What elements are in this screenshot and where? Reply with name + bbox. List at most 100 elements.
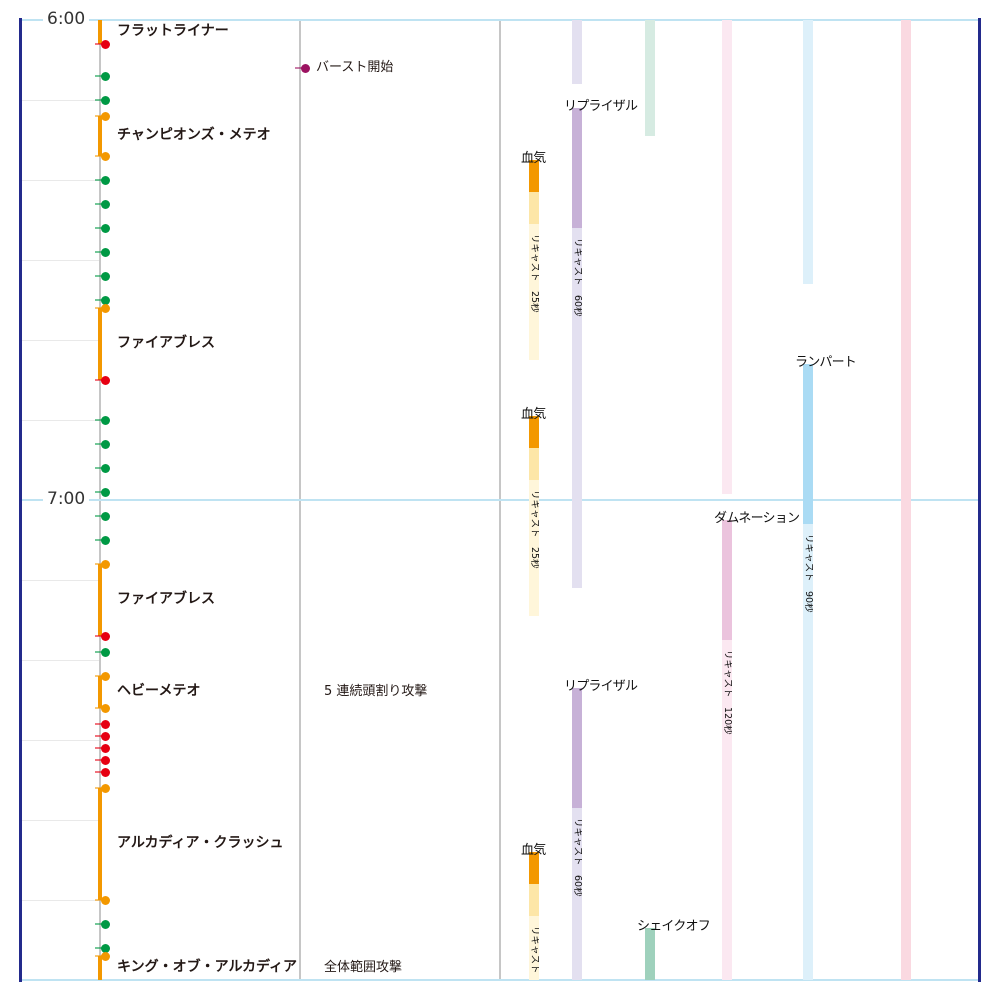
note-marker-tick [295,67,305,69]
mechanic-start-marker-tick [95,955,105,957]
recast-carry-over-segment [572,20,582,84]
mechanic-label: アルカディア・クラッシュ [117,835,284,851]
right-border [978,18,981,982]
mechanic-end-marker-dot [100,895,110,905]
hit-marker-tick [95,419,105,421]
hit-marker-tick [95,443,105,445]
hit-marker-tick [95,299,105,301]
mechanic-start-marker-tick [95,787,105,789]
minor-gridline [20,100,99,101]
time-tick-label: 6:00 [43,9,90,29]
action-label: 血気 [521,407,546,422]
effect-segment [645,928,655,980]
mechanic-end-marker-tick [95,155,105,157]
mechanic-bar [98,956,102,980]
hit-marker-tick [95,923,105,925]
recast-text: リキャスト 60秒 [572,238,582,317]
mechanic-bar [98,116,102,156]
effect-segment [529,192,539,224]
left-border [19,18,22,982]
mechanic-end-marker-tick [95,43,105,45]
recast-text: リキャスト 25秒 [529,490,539,569]
hit-marker-tick [95,651,105,653]
hit-marker-tick [95,947,105,949]
mechanic-end-marker-tick [95,899,105,901]
major-gridline [20,499,980,501]
recast-segment: リキャスト 60秒 [572,808,582,980]
minor-gridline [20,180,99,181]
recast-segment: リキャスト 60秒 [572,228,582,588]
mechanic-start-marker-tick [95,307,105,309]
hit-marker-dot [100,271,110,281]
mechanic-label: キング・オブ・アルカディア [117,959,298,975]
hit-marker-tick [95,515,105,517]
mechanic-end-marker-tick [95,635,105,637]
time-tick-label: 7:00 [43,489,90,509]
hit-marker-dot [100,767,110,777]
hit-marker-tick [95,251,105,253]
hit-marker-dot [100,743,110,753]
hit-marker-dot [100,919,110,929]
minor-gridline [20,580,99,581]
hit-marker-tick [95,75,105,77]
hit-marker-dot [100,731,110,741]
action-label: シェイクオフ [637,919,711,934]
mechanic-start-marker-dot [100,559,110,569]
hit-marker-dot [100,247,110,257]
effect-segment [572,108,582,228]
action-label: ランパート [795,355,857,370]
recast-segment: リキャスト 120秒 [722,640,732,980]
minor-gridline [20,420,99,421]
hit-marker-dot [100,71,110,81]
recast-text: リキャスト 25秒 [529,234,539,313]
mechanic-start-marker-dot [100,783,110,793]
recast-segment: リキャスト [529,916,539,980]
hit-marker-tick [95,759,105,761]
hit-marker-tick [95,99,105,101]
note-label: 5 連続頭割り攻撃 [324,684,428,699]
hit-marker-dot [100,199,110,209]
effect-segment [572,688,582,808]
hit-marker-dot [100,487,110,497]
mechanic-end-marker-dot [100,39,110,49]
action-label: 血気 [521,151,546,166]
recast-carry-over-segment [803,20,813,284]
hit-marker-tick [95,735,105,737]
mechanic-end-marker-dot [100,631,110,641]
mechanic-start-marker-tick [95,675,105,677]
action-label: リプライザル [564,99,638,114]
hit-marker-dot [100,95,110,105]
minor-gridline [20,340,99,341]
hit-marker-dot [100,535,110,545]
hit-marker-tick [95,179,105,181]
mechanic-bar [98,308,102,380]
mechanic-end-marker-dot [100,375,110,385]
minor-gridline [20,820,99,821]
hit-marker-dot [100,647,110,657]
mechanic-bar [98,788,102,900]
hit-marker-dot [100,463,110,473]
minor-gridline [20,740,99,741]
note-marker-dot [300,63,310,73]
minor-gridline [20,660,99,661]
hit-marker-dot [100,175,110,185]
mechanic-start-marker-tick [95,115,105,117]
effect-segment [803,364,813,524]
note-label: バースト開始 [316,60,394,75]
hit-marker-tick [95,275,105,277]
hit-marker-dot [100,755,110,765]
mechanic-label: ファイアブレス [117,335,215,351]
effect-segment [529,884,539,916]
recast-text: リキャスト 60秒 [572,818,582,897]
hit-marker-dot [100,943,110,953]
minor-gridline [20,900,99,901]
mechanic-end-marker-dot [100,151,110,161]
hit-marker-dot [100,415,110,425]
recast-segment: リキャスト 25秒 [529,224,539,360]
mechanic-bar [98,676,102,708]
hit-marker-tick [95,723,105,725]
hit-marker-dot [100,295,110,305]
note-label: 全体範囲攻撃 [324,960,403,975]
hit-marker-tick [95,491,105,493]
